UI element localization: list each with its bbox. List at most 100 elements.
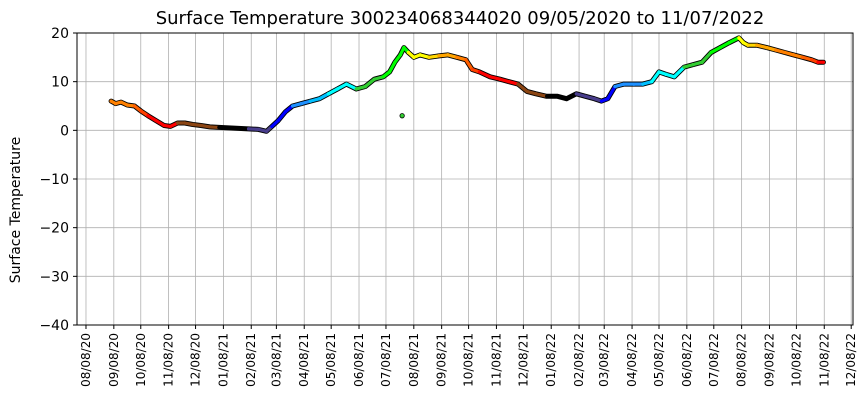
series-segment <box>727 36 741 45</box>
series-segment <box>464 58 474 72</box>
series-segment <box>477 70 492 79</box>
data-point <box>227 126 231 130</box>
series-segment <box>335 82 349 91</box>
x-tick-label: 12/08/21 <box>516 333 530 387</box>
x-tick-label: 12/08/20 <box>189 333 203 387</box>
data-point <box>592 97 596 101</box>
data-point <box>555 94 560 98</box>
data-point <box>746 43 750 47</box>
data-point <box>119 100 123 104</box>
x-tick-label: 01/08/22 <box>544 333 558 387</box>
data-point <box>109 99 113 103</box>
y-axis-ticks: 20 10 0 −10 −20 −30 −40 <box>39 26 77 334</box>
data-point <box>270 124 274 129</box>
data-point <box>354 87 358 91</box>
series-segment <box>650 70 661 84</box>
y-tick-label: −40 <box>39 318 69 334</box>
x-tick-label: 07/08/22 <box>707 333 721 387</box>
data-point <box>283 110 287 114</box>
x-axis-ticks: 08/08/20 09/08/20 10/08/20 11/08/20 12/08/20… <box>79 325 858 387</box>
series-segment <box>755 43 769 50</box>
data-point <box>168 124 173 129</box>
data-point <box>208 125 212 129</box>
data-point <box>765 46 769 50</box>
data-point <box>801 55 805 59</box>
data-point <box>344 82 349 86</box>
data-point <box>727 41 731 45</box>
data-point <box>418 53 422 57</box>
x-tick-label: 08/08/22 <box>735 333 749 387</box>
y-tick-label: 10 <box>51 75 69 91</box>
data-point <box>564 97 569 101</box>
series-segment <box>534 92 549 98</box>
data-point <box>599 99 604 103</box>
x-tick-label: 04/08/21 <box>297 333 311 387</box>
x-tick-label: 05/08/21 <box>324 333 338 387</box>
data-point <box>632 82 636 86</box>
data-point <box>276 119 280 123</box>
data-point <box>437 54 441 58</box>
y-tick-label: 0 <box>60 123 69 139</box>
data-point <box>446 53 450 57</box>
data-point <box>691 63 695 67</box>
data-point <box>774 48 778 52</box>
data-point <box>700 60 704 64</box>
x-tick-label: 12/08/22 <box>844 333 858 387</box>
data-point <box>507 80 511 84</box>
x-tick-label: 06/08/21 <box>352 333 366 387</box>
x-tick-label: 09/08/20 <box>107 333 121 387</box>
series-segment <box>718 41 731 50</box>
y-axis-label: Surface Temperature <box>8 137 24 283</box>
x-tick-label: 09/08/21 <box>435 333 449 387</box>
data-point <box>583 94 587 98</box>
data-point <box>650 80 654 84</box>
data-point <box>737 36 741 40</box>
data-point <box>455 55 459 59</box>
data-point <box>191 122 195 127</box>
x-tick-label: 06/08/22 <box>680 333 694 387</box>
grid-lines <box>77 32 853 326</box>
x-tick-label: 11/08/22 <box>817 333 831 387</box>
data-point <box>574 92 578 96</box>
data-point <box>718 46 722 50</box>
x-tick-label: 02/08/22 <box>572 333 586 387</box>
series-segment <box>427 54 441 59</box>
data-point <box>755 43 759 47</box>
data-point <box>783 50 787 55</box>
data-point <box>412 55 416 59</box>
data-point <box>125 103 129 107</box>
data-point <box>154 119 158 123</box>
data-point <box>664 72 668 76</box>
x-tick-label: 09/08/22 <box>762 333 776 387</box>
data-point <box>237 126 241 130</box>
data-point <box>246 127 251 131</box>
series-segment <box>606 84 617 101</box>
series-segment <box>564 92 578 101</box>
outlier-point <box>399 113 405 119</box>
data-point <box>606 97 610 101</box>
data-point <box>139 109 143 113</box>
series-segment <box>276 110 287 123</box>
data-point <box>299 101 304 106</box>
series-segment <box>344 82 358 91</box>
series-segment <box>700 50 713 64</box>
data-point <box>175 121 180 125</box>
data-point <box>398 53 402 57</box>
x-tick-label: 07/08/21 <box>379 333 393 387</box>
data-point <box>146 114 150 118</box>
data-point <box>427 55 431 59</box>
x-tick-label: 03/08/22 <box>597 333 611 387</box>
data-point <box>498 77 502 81</box>
data-point <box>672 75 676 79</box>
data-point <box>335 87 340 91</box>
y-tick-label: −20 <box>39 221 69 237</box>
x-tick-label: 04/08/22 <box>625 333 639 387</box>
data-point <box>132 104 137 108</box>
series-layer <box>108 35 826 134</box>
data-point <box>470 67 474 72</box>
data-point <box>682 65 686 69</box>
data-point <box>641 82 645 86</box>
x-tick-label: 08/08/21 <box>407 333 421 387</box>
data-point <box>709 50 713 55</box>
x-tick-label: 10/08/20 <box>134 333 148 387</box>
